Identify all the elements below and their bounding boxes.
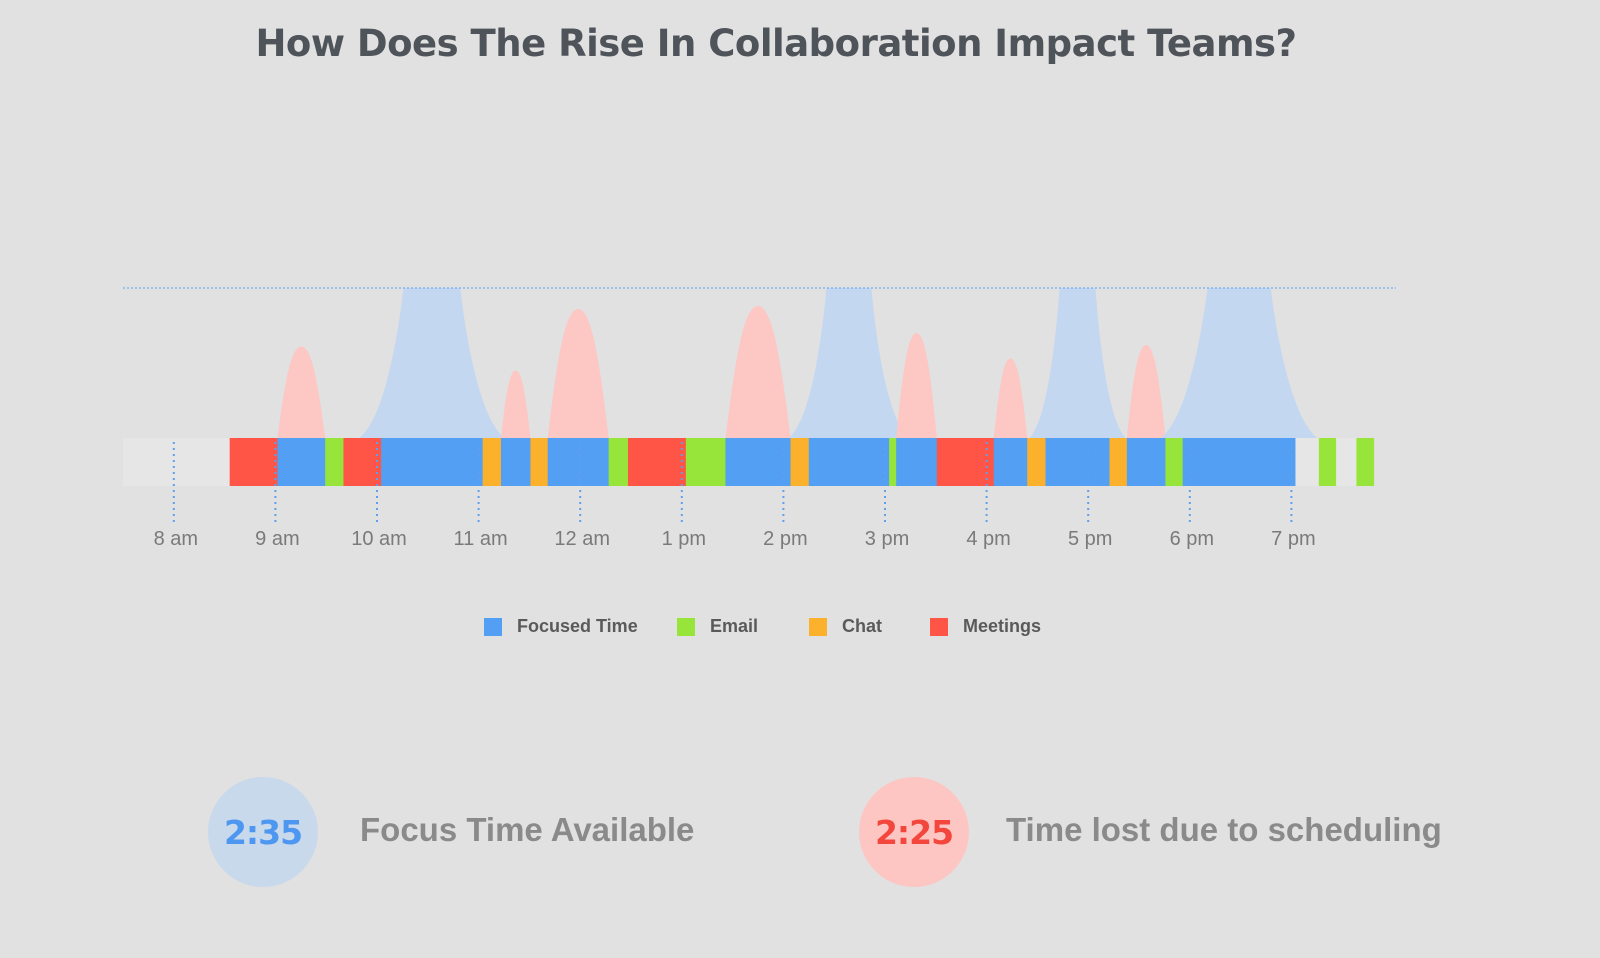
meeting-peak-6 bbox=[896, 333, 937, 438]
focus-peak-1 bbox=[359, 288, 505, 438]
focus-peak-8 bbox=[1029, 288, 1126, 438]
segment-focused-25 bbox=[1182, 438, 1296, 486]
tick-label-3: 11 am bbox=[454, 528, 508, 550]
legend-label-focused: Focused Time bbox=[517, 616, 638, 636]
tick-label-8: 4 pm bbox=[966, 528, 1010, 550]
segment-email-16 bbox=[889, 438, 897, 486]
segment-focused-21 bbox=[1045, 438, 1110, 486]
segment-idle-26 bbox=[1295, 438, 1320, 486]
tick-label-0: 8 am bbox=[154, 528, 198, 550]
segment-chat-6 bbox=[482, 438, 502, 486]
timeline-chart: 8 am 9 am 10 am 11 am 12 am 1 pm 2 pm 3 pm 4 pm 5… bbox=[123, 287, 1396, 636]
segment-chat-20 bbox=[1027, 438, 1046, 486]
segment-idle-0 bbox=[123, 438, 231, 486]
tick-label-5: 1 pm bbox=[662, 528, 706, 550]
segment-email-27 bbox=[1318, 438, 1337, 486]
time-lost-label: Time lost due to scheduling bbox=[1006, 811, 1442, 848]
segment-focused-9 bbox=[547, 438, 610, 486]
focus-time-label: Focus Time Available bbox=[360, 811, 695, 848]
tick-label-4: 12 am bbox=[554, 528, 610, 550]
legend-swatch-focused bbox=[484, 618, 502, 636]
segment-email-29 bbox=[1356, 438, 1375, 486]
tick-label-10: 6 pm bbox=[1170, 528, 1214, 550]
legend: Focused Time Email Chat Meetings bbox=[484, 616, 1041, 636]
meeting-peak-7 bbox=[993, 358, 1028, 438]
focus-peak-5 bbox=[788, 288, 910, 438]
segment-focused-23 bbox=[1126, 438, 1166, 486]
segment-chat-22 bbox=[1109, 438, 1128, 486]
segment-meetings-1 bbox=[229, 438, 278, 486]
segment-focused-17 bbox=[896, 438, 938, 486]
segment-chat-14 bbox=[790, 438, 810, 486]
meeting-peak-0 bbox=[277, 346, 326, 438]
focus-peak-10 bbox=[1160, 288, 1318, 438]
segment-email-10 bbox=[608, 438, 629, 486]
tick-label-9: 5 pm bbox=[1068, 528, 1112, 550]
focus-time-value: 2:35 bbox=[208, 777, 318, 887]
segment-chat-8 bbox=[530, 438, 549, 486]
segment-email-12 bbox=[685, 438, 726, 486]
peaks-layer bbox=[277, 288, 1318, 438]
tick-label-6: 2 pm bbox=[763, 528, 807, 550]
legend-swatch-email bbox=[677, 618, 695, 636]
segment-email-3 bbox=[325, 438, 344, 486]
segment-meetings-11 bbox=[627, 438, 687, 486]
segment-focused-2 bbox=[277, 438, 326, 486]
chart-title: How Does The Rise In Collaboration Impac… bbox=[255, 22, 1297, 65]
meeting-peak-9 bbox=[1126, 345, 1166, 438]
meeting-peak-2 bbox=[500, 370, 531, 438]
tick-label-11: 7 pm bbox=[1271, 528, 1315, 550]
tick-layer: 8 am 9 am 10 am 11 am 12 am 1 pm 2 pm 3 pm 4 pm 5… bbox=[154, 442, 1316, 550]
legend-label-chat: Chat bbox=[842, 616, 882, 636]
time-lost-value: 2:25 bbox=[859, 777, 969, 887]
segment-focused-15 bbox=[808, 438, 890, 486]
segment-meetings-18 bbox=[936, 438, 995, 486]
meeting-peak-4 bbox=[725, 306, 791, 438]
segment-email-24 bbox=[1165, 438, 1184, 486]
segment-focused-5 bbox=[381, 438, 484, 486]
segment-meetings-4 bbox=[343, 438, 382, 486]
tick-label-1: 9 am bbox=[255, 528, 299, 550]
segment-idle-28 bbox=[1336, 438, 1357, 486]
legend-swatch-chat bbox=[809, 618, 827, 636]
legend-label-email: Email bbox=[710, 616, 758, 636]
tick-label-7: 3 pm bbox=[865, 528, 909, 550]
legend-label-meetings: Meetings bbox=[963, 616, 1041, 636]
tick-label-2: 10 am bbox=[351, 528, 407, 550]
legend-swatch-meetings bbox=[930, 618, 948, 636]
segment-focused-7 bbox=[500, 438, 531, 486]
meeting-peak-3 bbox=[547, 309, 609, 438]
timeline-bar bbox=[123, 438, 1375, 486]
segment-focused-19 bbox=[993, 438, 1028, 486]
segment-focused-13 bbox=[725, 438, 791, 486]
